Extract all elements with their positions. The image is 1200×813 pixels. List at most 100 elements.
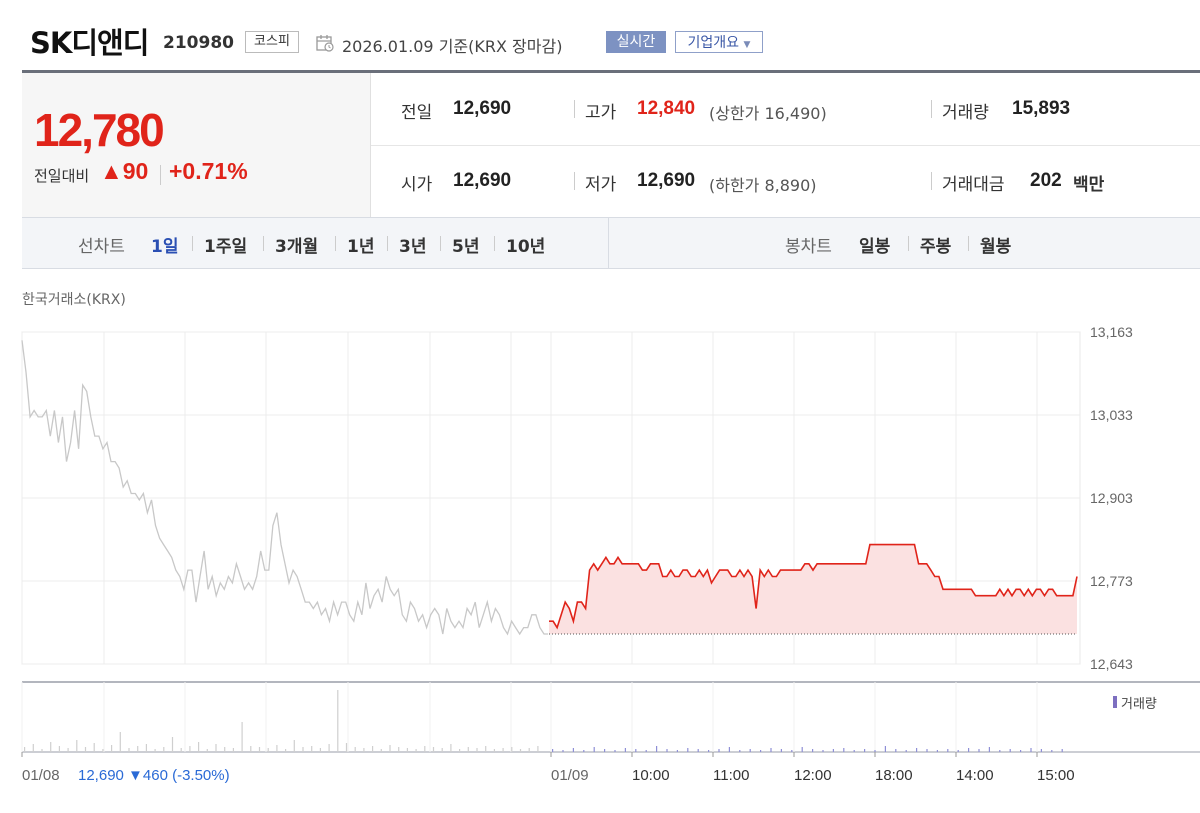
volume-bar	[572, 748, 574, 752]
volume-bar	[645, 750, 647, 752]
tab-daily-candle[interactable]: 일봉	[859, 237, 891, 257]
low-label: 저가	[585, 175, 617, 195]
volume-bar	[380, 749, 382, 752]
volume-bar	[511, 747, 513, 752]
volume-bar	[666, 749, 668, 752]
volume-bar	[198, 742, 200, 752]
volume-bar	[467, 747, 469, 752]
chart-source: 한국거래소(KRX)	[22, 292, 126, 308]
prev-close-value: 12,690	[453, 98, 512, 119]
volume-bar	[424, 746, 426, 752]
volume-bar	[999, 750, 1001, 752]
volume-bar	[760, 750, 762, 752]
volume-bar	[285, 749, 287, 752]
volume-bar	[128, 748, 130, 752]
volume-bar	[537, 746, 539, 752]
series-area-today	[549, 544, 1077, 634]
volume-bar	[319, 748, 321, 752]
volume-bar	[50, 742, 52, 752]
volume-bar	[528, 748, 530, 752]
x-tick-label: 11:00	[713, 767, 749, 784]
tab-bar-divider	[608, 217, 609, 269]
volume-bar	[459, 749, 461, 752]
high-label: 고가	[585, 103, 617, 123]
tab-5year[interactable]: 5년	[452, 237, 480, 257]
volume-bar	[822, 750, 824, 752]
series-line-today	[549, 543, 1078, 630]
stock-code: 210980	[163, 33, 234, 53]
volume-bar	[398, 747, 400, 752]
volume-bar	[24, 747, 26, 752]
x-tick-label: 14:00	[956, 767, 994, 784]
volume-bar	[432, 747, 435, 752]
volume-bar	[206, 749, 208, 752]
tab-separator	[968, 236, 969, 251]
volume-bar	[583, 750, 585, 752]
volume-bar	[656, 746, 658, 752]
current-price: 12,780	[34, 104, 165, 156]
company-overview-dropdown[interactable]: 기업개요 ▼	[675, 31, 763, 53]
tab-1year[interactable]: 1년	[347, 237, 375, 257]
volume-bar	[345, 743, 348, 752]
volume-bar	[485, 746, 487, 752]
volume-bar	[293, 740, 295, 752]
volume-bar	[552, 749, 554, 752]
volume-legend-label: 거래량	[1121, 697, 1157, 712]
tab-separator	[387, 236, 388, 251]
volume-bar	[916, 748, 918, 752]
info-separator	[931, 100, 932, 118]
low-value: 12,690	[637, 170, 696, 191]
info-separator	[574, 172, 575, 190]
volume-bar	[102, 749, 104, 752]
realtime-button[interactable]: 실시간	[606, 31, 666, 53]
volume-value: 15,893	[1012, 98, 1071, 119]
volume-bar	[708, 750, 710, 752]
volume-bar	[163, 747, 165, 752]
info-separator	[931, 172, 932, 190]
change-percent: +0.71%	[169, 158, 248, 184]
x-tick-label: 01/08	[22, 767, 60, 784]
tab-3month[interactable]: 3개월	[275, 237, 319, 257]
tab-monthly-candle[interactable]: 월봉	[980, 237, 1012, 257]
tab-3year[interactable]: 3년	[399, 237, 427, 257]
volume-bar	[311, 746, 313, 752]
upper-limit: (상한가 16,490)	[709, 104, 827, 123]
volume-bar	[1030, 748, 1032, 752]
volume-bar	[154, 749, 156, 752]
volume-bar	[593, 747, 595, 752]
volume-bar	[337, 690, 339, 752]
volume-bar	[843, 748, 845, 752]
volume-bar	[502, 748, 504, 752]
candle-chart-label: 봉차트	[785, 237, 832, 257]
volume-label: 거래량	[942, 103, 989, 123]
volume-bar	[363, 748, 365, 752]
tab-weekly-candle[interactable]: 주봉	[920, 237, 952, 257]
volume-bar	[1020, 750, 1022, 752]
volume-bar	[119, 732, 121, 752]
volume-bar	[441, 748, 443, 752]
volume-bar	[562, 750, 564, 752]
volume-bar	[406, 748, 408, 752]
chevron-down-icon: ▼	[743, 40, 751, 50]
tab-1day[interactable]: 1일	[151, 237, 179, 257]
volume-bar	[676, 750, 678, 752]
tab-separator	[908, 236, 909, 251]
volume-bar	[389, 745, 391, 752]
volume-bar	[415, 749, 417, 752]
stock-header: SK디앤디 210980 코스피 2026.01.09 기준(KRX 장마감) …	[0, 0, 1200, 70]
volume-bar	[832, 749, 834, 752]
volume-bar	[180, 748, 182, 752]
volume-bar	[76, 740, 78, 752]
volume-bar	[476, 748, 478, 752]
tab-10year[interactable]: 10년	[506, 237, 546, 257]
volume-bar	[780, 749, 782, 752]
x-tick-label: 15:00	[1037, 767, 1075, 784]
x-tick-label: 12:00	[794, 767, 832, 784]
volume-bar	[926, 749, 928, 752]
volume-bar	[884, 746, 886, 752]
volume-bar	[957, 750, 959, 752]
tab-1week[interactable]: 1주일	[204, 237, 248, 257]
volume-bar	[1009, 749, 1011, 752]
series-line-prev-day	[21, 340, 548, 636]
tab-separator	[192, 236, 193, 251]
